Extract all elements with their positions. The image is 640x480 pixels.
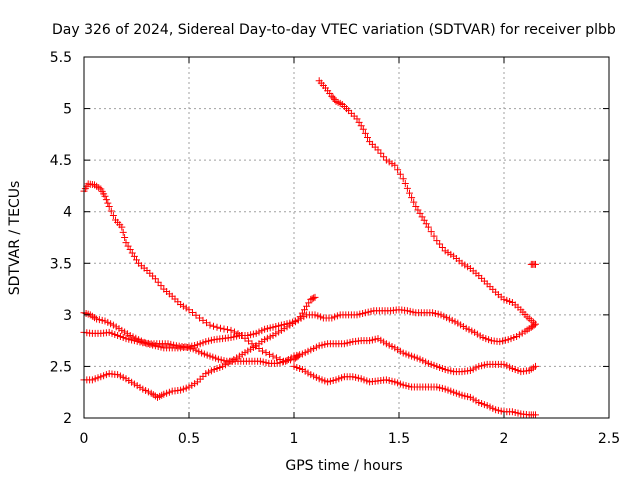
data-point (364, 133, 371, 141)
x-tick-labels: 0 0.5 1 1.5 2 2.5 (80, 431, 621, 447)
data-point (206, 321, 214, 329)
y-tick-labels: 2 2.5 3 3.5 4 4.5 5 5.5 (50, 50, 72, 427)
x-axis-title: GPS time / hours (285, 458, 402, 474)
data-point (532, 320, 539, 328)
data-point (430, 232, 438, 240)
y-tick-label: 4 (63, 205, 72, 221)
x-tick-label: 0.5 (178, 431, 200, 447)
x-tick-label: 1.5 (388, 431, 410, 447)
y-axis-title: SDTVAR / TECUs (7, 181, 23, 296)
data-point (396, 170, 404, 178)
data-point (262, 349, 270, 357)
data-point (530, 321, 538, 329)
data-point (224, 326, 231, 334)
chart-title: Day 326 of 2024, Sidereal Day-to-day VTE… (52, 22, 616, 38)
data-point (424, 223, 432, 231)
data-point (283, 357, 291, 365)
data-marks (80, 77, 539, 419)
data-point (532, 411, 539, 419)
data-point (532, 362, 539, 370)
data-point (101, 192, 109, 200)
data-point (213, 323, 221, 331)
x-tick-label: 1 (290, 431, 299, 447)
data-point (406, 189, 413, 197)
data-point (109, 211, 117, 219)
data-point (399, 175, 407, 183)
x-tick-label: 0 (80, 431, 89, 447)
data-point (104, 199, 112, 207)
data-point (273, 354, 280, 362)
data-point (121, 234, 129, 241)
data-point (105, 203, 113, 211)
data-point (401, 180, 409, 188)
data-point (118, 223, 126, 231)
data-point (310, 294, 318, 302)
data-point (410, 198, 418, 206)
plot-frame (83, 56, 610, 419)
data-point (259, 347, 266, 355)
series-arc-3 (80, 306, 539, 352)
y-tick-label: 2 (63, 411, 72, 427)
data-point (408, 194, 416, 202)
series-arc-4 (80, 328, 539, 376)
data-point (394, 166, 402, 174)
y-tick-label: 3.5 (50, 256, 72, 272)
data-point (361, 129, 369, 137)
data-point (107, 207, 115, 215)
data-point (102, 196, 110, 204)
data-point (311, 293, 319, 301)
axis-ticks (83, 56, 610, 419)
y-tick-label: 4.5 (50, 153, 72, 169)
series-arc-5 (80, 293, 319, 401)
series-outlier (527, 260, 539, 268)
series-descending-arc-1 (80, 180, 302, 365)
data-point (220, 325, 228, 333)
data-point (269, 352, 277, 360)
y-tick-label: 2.5 (50, 359, 72, 375)
data-point (227, 326, 235, 334)
data-point (217, 324, 224, 332)
data-point (403, 184, 411, 192)
data-point (532, 260, 539, 268)
x-tick-label: 2.5 (598, 431, 620, 447)
data-point (231, 328, 238, 336)
y-tick-label: 3 (63, 308, 72, 324)
y-tick-label: 5.5 (50, 50, 72, 66)
series-descending-arc-2 (315, 77, 537, 326)
x-tick-label: 2 (500, 431, 509, 447)
data-point (119, 228, 127, 236)
series-arc-6 (290, 362, 539, 419)
data-point (391, 161, 399, 169)
data-point (427, 228, 435, 236)
data-point (359, 125, 367, 133)
data-point (266, 350, 273, 358)
data-point (210, 322, 217, 330)
y-tick-label: 5 (63, 102, 72, 118)
